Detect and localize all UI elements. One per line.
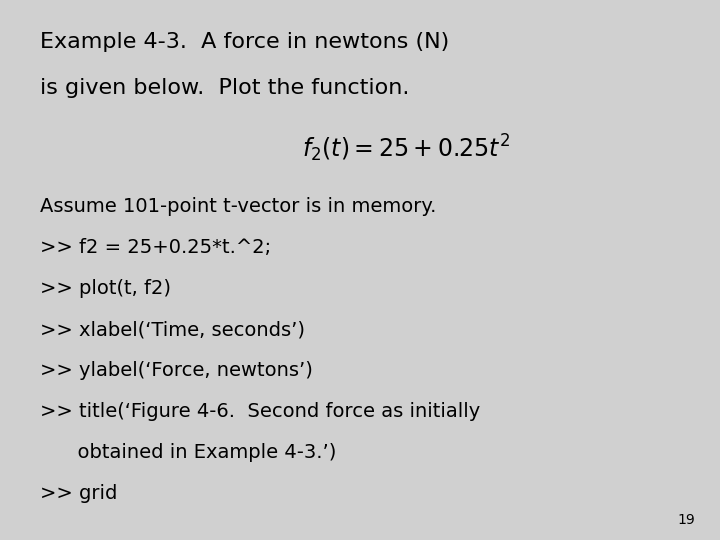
- Text: is given below.  Plot the function.: is given below. Plot the function.: [40, 78, 409, 98]
- Text: Assume 101-point t-vector is in memory.: Assume 101-point t-vector is in memory.: [40, 197, 436, 216]
- Text: $f_2(t) = 25 + 0.25t^2$: $f_2(t) = 25 + 0.25t^2$: [302, 132, 511, 164]
- Text: Example 4-3.  A force in newtons (N): Example 4-3. A force in newtons (N): [40, 32, 449, 52]
- Text: obtained in Example 4-3.’): obtained in Example 4-3.’): [40, 443, 336, 462]
- Text: >> title(‘Figure 4-6.  Second force as initially: >> title(‘Figure 4-6. Second force as in…: [40, 402, 480, 421]
- Text: >> ylabel(‘Force, newtons’): >> ylabel(‘Force, newtons’): [40, 361, 312, 380]
- Text: 19: 19: [677, 512, 695, 526]
- Text: >> plot(t, f2): >> plot(t, f2): [40, 279, 171, 298]
- Text: >> f2 = 25+0.25*t.^2;: >> f2 = 25+0.25*t.^2;: [40, 238, 271, 257]
- Text: >> xlabel(‘Time, seconds’): >> xlabel(‘Time, seconds’): [40, 320, 305, 339]
- Text: >> grid: >> grid: [40, 484, 117, 503]
